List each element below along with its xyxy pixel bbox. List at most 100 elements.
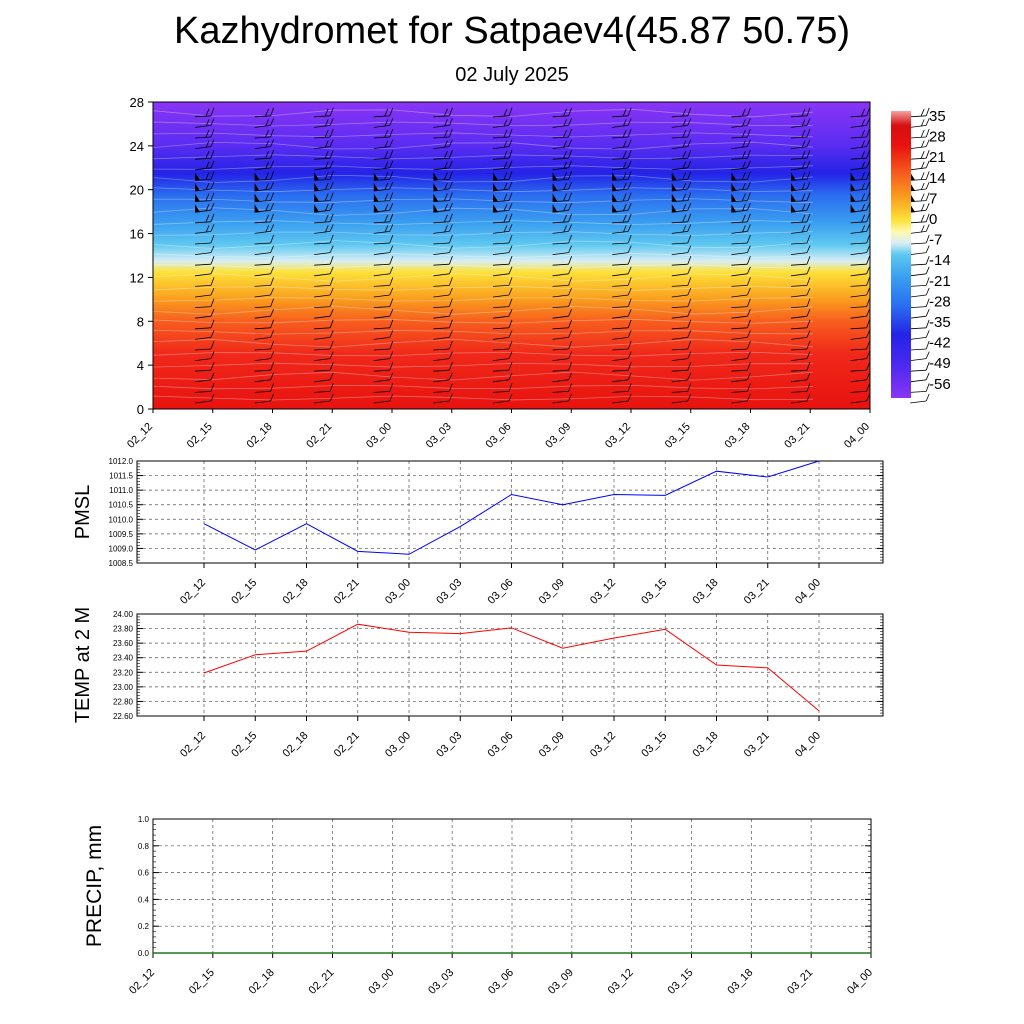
wind-barb — [910, 125, 927, 128]
wind-barb — [910, 315, 927, 319]
wind-barb-pennant — [195, 193, 200, 202]
wind-barb-feather — [747, 393, 751, 402]
wind-barb — [492, 231, 510, 234]
wind-barb-feather — [747, 330, 751, 338]
wind-barb-feather — [801, 140, 806, 148]
wind-barb — [790, 221, 808, 224]
wind-barb-feather — [508, 287, 513, 296]
wind-barb — [850, 327, 867, 330]
wind-barb-feather — [687, 128, 692, 138]
wind-barb-feather — [265, 204, 269, 212]
wind-barb — [850, 263, 867, 266]
wind-barb-feather — [449, 171, 453, 180]
wind-barb-feather — [682, 129, 687, 138]
wind-barb-feather — [866, 266, 870, 274]
wind-barb — [373, 369, 390, 372]
wind-barb-feather — [270, 383, 274, 392]
wind-barb-pennant — [910, 172, 916, 181]
wind-barb — [612, 136, 629, 139]
wind-barb-feather — [568, 319, 572, 328]
wind-barb — [194, 167, 212, 171]
wind-barb — [552, 157, 569, 160]
wind-barb-feather — [622, 225, 627, 233]
wind-barb — [671, 167, 688, 171]
wind-barb-feather — [801, 108, 806, 116]
wind-barb-feather — [508, 362, 513, 371]
wind-barb — [433, 115, 450, 118]
wind-barb-feather — [627, 224, 632, 232]
wind-barb-feather — [801, 119, 806, 127]
wind-barb — [433, 146, 450, 149]
wind-barb — [254, 285, 271, 287]
wind-barb — [314, 400, 331, 404]
x-tick-label: 03_03 — [434, 577, 464, 607]
wind-barb-feather — [568, 372, 572, 380]
wind-barb-feather — [324, 172, 329, 180]
wind-barb — [671, 337, 688, 340]
wind-barb-feather — [389, 203, 394, 211]
y-tick-label: 12 — [130, 270, 144, 285]
wind-barb — [373, 358, 390, 361]
wind-barb-feather — [925, 203, 930, 211]
wind-barb-feather — [563, 108, 567, 116]
wind-barb-feather — [747, 192, 751, 201]
wind-barb-feather — [568, 160, 572, 168]
wind-barb — [552, 306, 569, 308]
x-tick-label: 03_12 — [603, 421, 633, 451]
wind-barb — [671, 242, 688, 245]
wind-barb-feather — [389, 340, 394, 350]
wind-barb — [790, 157, 808, 160]
wind-barb — [612, 252, 629, 255]
x-tick-label: 02_18 — [247, 967, 277, 997]
wind-barb — [671, 306, 688, 308]
wind-barb-feather — [687, 298, 692, 307]
wind-barb-feather — [687, 256, 692, 265]
wind-barb-feather — [627, 171, 632, 180]
wind-barb — [254, 306, 271, 308]
wind-barb — [194, 115, 212, 118]
wind-barb-feather — [389, 139, 394, 147]
wind-barb — [254, 146, 271, 149]
wind-barb — [492, 252, 510, 255]
temperature-colorbar: 35 28 21 14 7 0 -7 -14 -21 -28 -35 -42 -49 -56 — [891, 108, 951, 398]
isotherm-line — [152, 253, 814, 258]
wind-barb-pennant — [552, 172, 558, 181]
x-tick-label: 03_06 — [486, 577, 516, 607]
wind-barb-feather — [861, 151, 865, 159]
wind-barb-feather — [687, 160, 692, 168]
wind-barb — [671, 379, 688, 383]
wind-barb — [314, 231, 331, 234]
wind-barb-feather — [389, 107, 394, 116]
wind-barb-feather — [270, 160, 274, 168]
wind-barb — [492, 306, 510, 308]
wind-barb-feather — [806, 160, 811, 168]
wind-barb — [910, 348, 927, 351]
wind-barb — [731, 136, 748, 139]
wind-barb-feather — [205, 129, 210, 138]
wind-barb — [552, 146, 569, 149]
wind-barb-feather — [384, 214, 389, 222]
wind-barb-feather — [806, 150, 811, 159]
colorbar-label: -35 — [929, 314, 951, 331]
wind-barb-feather — [742, 119, 746, 127]
wind-barb-feather — [329, 192, 334, 201]
colorbar-gradient — [891, 111, 911, 398]
wind-barb — [552, 369, 569, 372]
wind-barb-feather — [449, 139, 453, 147]
wind-barb — [731, 285, 748, 287]
wind-barb-feather — [384, 129, 389, 138]
wind-barb — [194, 306, 212, 308]
wind-barb-pennant — [731, 172, 737, 181]
wind-barb — [552, 231, 569, 234]
wind-barb — [790, 294, 808, 298]
wind-barb-feather — [682, 119, 687, 127]
wind-barb-feather — [508, 224, 513, 232]
wind-barb-feather — [622, 204, 627, 212]
wind-barb — [910, 252, 927, 255]
wind-barb — [850, 273, 867, 277]
wind-barb-feather — [205, 214, 210, 222]
wind-barb — [850, 242, 867, 245]
colorbar-label: -42 — [929, 335, 951, 352]
wind-barb — [790, 263, 808, 266]
wind-barb-feather — [449, 351, 453, 359]
